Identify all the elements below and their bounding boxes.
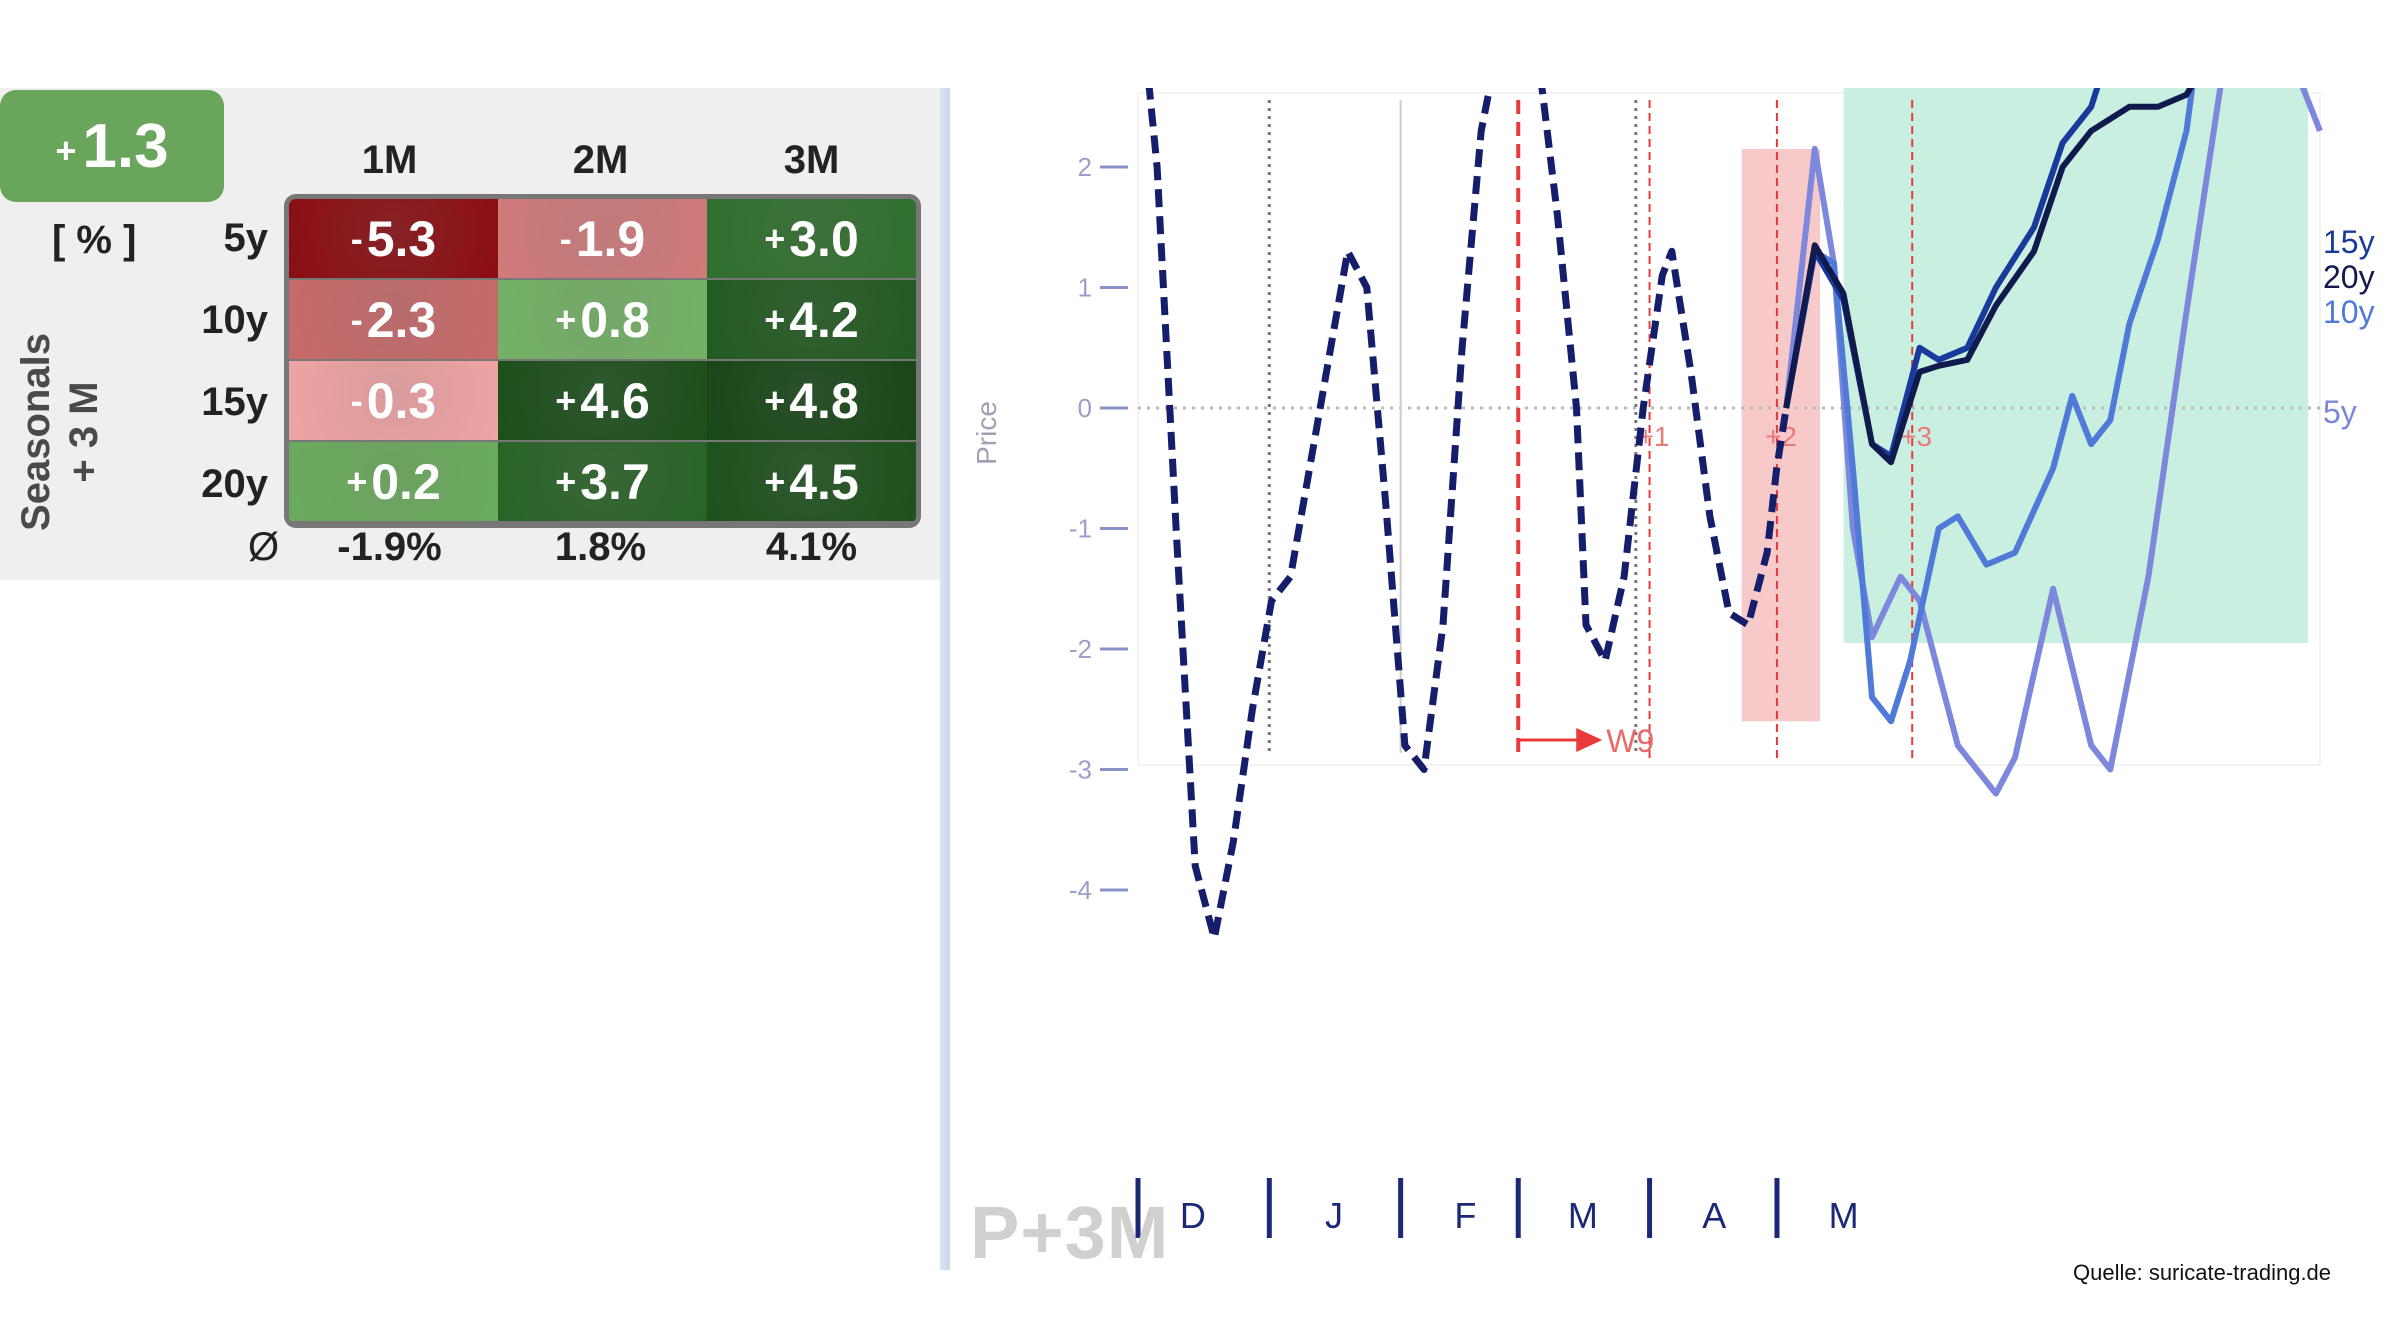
- series-line-10y: [1783, 88, 2196, 725]
- series-label-5y: 5y: [2323, 394, 2357, 430]
- month-label: M: [1829, 1195, 1859, 1236]
- y-tick-label: -1: [1069, 514, 1092, 544]
- cell-sign: -: [350, 298, 363, 340]
- cell-value: 0.8: [580, 291, 650, 348]
- cell-value: 4.8: [789, 372, 859, 429]
- marker-label: W9: [1606, 723, 1654, 759]
- green-zone: [1843, 88, 2309, 643]
- cell-value: 4.5: [789, 453, 859, 510]
- cell-20y-3m: +4.5: [707, 442, 916, 521]
- series-line-20y: [1783, 88, 2194, 466]
- y-tick-label: -4: [1069, 875, 1092, 905]
- row-header-15y: 15y: [201, 380, 268, 424]
- average-1m: -1.9%: [337, 525, 442, 569]
- cell-value: 0.2: [371, 453, 441, 510]
- cell-10y-1m: -2.3: [289, 280, 498, 359]
- seasonal-chart: -4-3-2-101234Price+1+2+3W9DJFMAM5y10y15y…: [971, 88, 2375, 1238]
- cell-5y-3m: +3.0: [707, 199, 916, 278]
- month-label: M: [1568, 1195, 1598, 1236]
- cell-sign: -: [350, 379, 363, 421]
- row-header-10y: 10y: [201, 298, 268, 342]
- col-header-1m: 1M: [361, 138, 418, 182]
- cell-value: 4.2: [789, 291, 859, 348]
- cell-sign: +: [764, 217, 786, 259]
- y-tick-label: 0: [1078, 393, 1092, 423]
- average-2m: 1.8%: [554, 525, 647, 569]
- cell-sign: +: [555, 298, 577, 340]
- month-label: F: [1454, 1195, 1476, 1236]
- average-symbol: Ø: [248, 525, 280, 569]
- unit-label: [ % ]: [52, 218, 137, 262]
- cell-value: 4.6: [580, 372, 650, 429]
- cell-5y-2m: -1.9: [498, 199, 707, 278]
- cell-sign: -: [559, 217, 572, 259]
- y-tick-label: -3: [1069, 755, 1092, 785]
- month-label: A: [1702, 1195, 1726, 1236]
- series-label-10y: 10y: [2323, 294, 2375, 330]
- cell-value: 3.0: [789, 210, 859, 267]
- y-tick-label: -2: [1069, 634, 1092, 664]
- cell-20y-1m: +0.2: [289, 442, 498, 521]
- cell-sign: -: [350, 217, 363, 259]
- cell-value: 5.3: [366, 210, 437, 267]
- col-header-2m: 2M: [572, 138, 629, 182]
- cell-value: 3.7: [580, 453, 650, 510]
- cell-15y-2m: +4.6: [498, 361, 707, 440]
- cell-5y-1m: -5.3: [289, 199, 498, 278]
- cell-15y-3m: +4.8: [707, 361, 916, 440]
- cell-10y-3m: +4.2: [707, 280, 916, 359]
- badge-value: 1.3: [82, 111, 169, 181]
- seasonals-table: -5.3 -1.9 +3.0 -2.3 +0.8 +4.2 -0.3 +4.6 …: [284, 194, 921, 528]
- row-header-20y: 20y: [201, 462, 268, 506]
- cell-value: 2.3: [366, 291, 437, 348]
- cell-sign: +: [346, 460, 368, 502]
- cell-10y-2m: +0.8: [498, 280, 707, 359]
- side-label: Seasonals + 3 M: [12, 312, 120, 552]
- side-label-line1: Seasonals: [14, 333, 58, 531]
- series-label-15y: 15y: [2323, 224, 2375, 260]
- source-credit: Quelle: suricate-trading.de: [2073, 1260, 2332, 1285]
- history-line: [1145, 88, 1790, 942]
- col-header-3m: 3M: [783, 138, 840, 182]
- y-tick-label: 2: [1078, 152, 1092, 182]
- cell-sign: +: [764, 379, 786, 421]
- marker-arrow-head: [1576, 728, 1603, 752]
- cell-sign: +: [764, 298, 786, 340]
- month-label: D: [1180, 1195, 1206, 1236]
- panel-divider: [940, 88, 950, 1270]
- average-3m: 4.1%: [765, 525, 858, 569]
- badge-sign: +: [55, 130, 77, 171]
- total-badge: + 1.3: [0, 90, 224, 202]
- cell-sign: +: [764, 460, 786, 502]
- chart-watermark: P+3M: [970, 1191, 1170, 1274]
- cell-value: 0.3: [366, 372, 437, 429]
- y-axis-label: Price: [971, 401, 1002, 465]
- cell-value: 1.9: [575, 210, 646, 267]
- cell-sign: +: [555, 460, 577, 502]
- month-label: J: [1325, 1195, 1343, 1236]
- side-label-line2: + 3 M: [62, 381, 106, 483]
- series-label-20y: 20y: [2323, 259, 2375, 295]
- row-header-5y: 5y: [223, 216, 269, 260]
- cell-sign: +: [555, 379, 577, 421]
- cell-15y-1m: -0.3: [289, 361, 498, 440]
- cell-20y-2m: +3.7: [498, 442, 707, 521]
- y-tick-label: 1: [1078, 273, 1092, 303]
